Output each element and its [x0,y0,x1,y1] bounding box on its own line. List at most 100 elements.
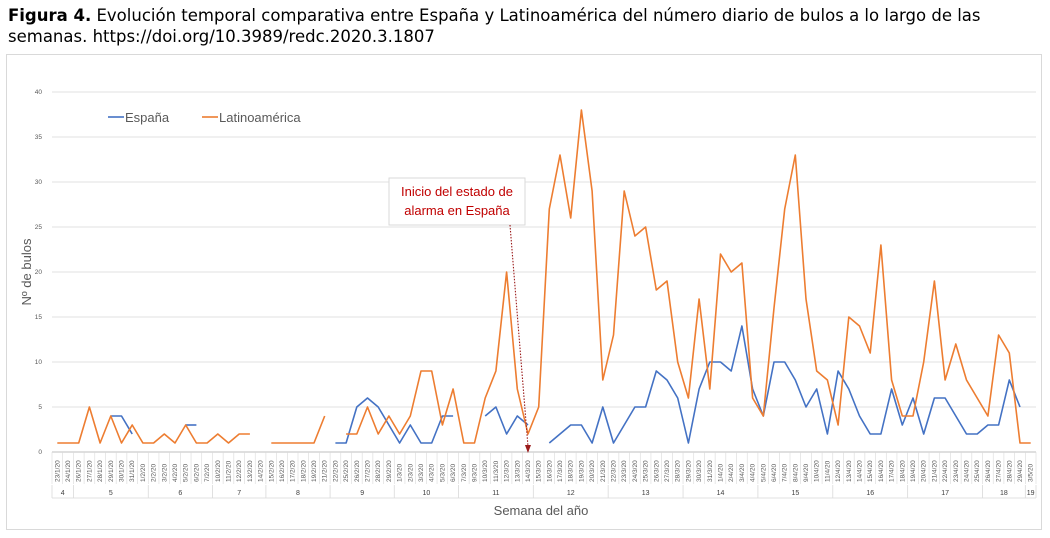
x-tick-label-33: 2/3/20 [407,464,414,482]
x-tick-label-39: 9/3/20 [471,464,478,482]
x-tick-label-15: 10/2/20 [215,460,222,482]
week-label-11: 11 [492,490,499,497]
x-tick-label-46: 16/3/20 [546,460,553,482]
y-tick-label-35: 35 [35,134,43,141]
x-tick-label-42: 12/3/20 [504,460,511,482]
x-tick-label-5: 29/1/20 [108,460,115,482]
week-label-7: 7 [237,490,241,497]
figure-caption: Figura 4. Evolución temporal comparativa… [8,5,1038,47]
x-tick-label-62: 1/4/20 [717,464,724,482]
x-tick-label-9: 2/2/20 [151,464,158,482]
x-tick-label-56: 26/3/20 [653,460,660,482]
x-tick-label-25: 21/2/20 [322,460,329,482]
x-tick-label-48: 18/3/20 [568,460,575,482]
caption-label: Figura 4. [8,6,92,25]
x-tick-label-47: 17/3/20 [557,460,564,482]
week-label-18: 18 [1000,490,1008,497]
x-tick-label-55: 25/3/20 [643,460,650,482]
week-label-16: 16 [866,490,874,497]
y-tick-label-30: 30 [35,179,43,186]
x-tick-label-3: 27/1/20 [86,460,93,482]
x-tick-label-52: 22/3/20 [611,460,618,482]
x-tick-label-85: 24/4/20 [963,460,970,482]
x-tick-label-45: 15/3/20 [536,460,543,482]
x-tick-label-81: 20/4/20 [921,460,928,482]
y-tick-label-20: 20 [35,269,43,276]
x-tick-label-10: 3/2/20 [161,464,168,482]
x-tick-label-0: 23/1/20 [54,460,61,482]
x-tick-label-31: 29/2/20 [386,460,393,482]
x-tick-label-50: 20/3/20 [589,460,596,482]
week-label-13: 13 [642,490,650,497]
x-tick-label-66: 5/4/20 [760,464,767,482]
x-tick-label-8: 1/2/20 [140,464,147,482]
x-tick-label-67: 6/4/20 [771,464,778,482]
x-tick-label-61: 31/3/20 [707,460,714,482]
series-line-0-segment-0 [110,415,133,435]
x-tick-label-65: 4/4/20 [750,464,757,482]
x-tick-label-54: 24/3/20 [632,460,639,482]
x-tick-label-37: 6/3/20 [450,464,457,482]
week-label-12: 12 [567,490,575,497]
x-tick-label-14: 7/2/20 [204,464,211,482]
x-tick-label-78: 17/4/20 [889,460,896,482]
x-tick-label-23: 18/2/20 [300,460,307,482]
x-tick-label-80: 19/4/20 [910,460,917,482]
y-tick-label-0: 0 [38,449,42,456]
x-tick-label-59: 29/3/20 [685,460,692,482]
x-tick-label-91: 3/5/20 [1028,464,1035,482]
series-line-0-segment-4 [548,325,1021,444]
y-tick-label-10: 10 [35,359,43,366]
x-tick-label-18: 13/2/20 [247,460,254,482]
y-tick-label-25: 25 [35,224,43,231]
x-tick-label-63: 2/4/20 [728,464,735,482]
annotation-arrowhead [524,445,531,453]
x-tick-label-49: 19/3/20 [578,460,585,482]
x-tick-label-13: 6/2/20 [193,464,200,482]
x-tick-label-89: 28/4/20 [1006,460,1013,482]
series-line-1-segment-2 [346,109,1031,444]
series-line-1-segment-0 [57,406,250,444]
x-tick-label-57: 27/3/20 [664,460,671,482]
y-tick-label-5: 5 [38,404,42,411]
x-tick-label-21: 16/2/20 [279,460,286,482]
x-tick-label-2: 26/1/20 [76,460,83,482]
x-tick-label-90: 29/4/20 [1017,460,1024,482]
x-tick-label-41: 11/3/20 [493,460,500,482]
series-line-0-segment-2 [335,397,454,444]
week-label-5: 5 [109,490,113,497]
x-tick-label-44: 14/3/20 [525,460,532,482]
chart-frame [6,54,1042,530]
x-tick-label-51: 21/3/20 [600,460,607,482]
y-tick-label-15: 15 [35,314,43,321]
x-tick-label-34: 3/3/20 [418,464,425,482]
week-label-17: 17 [941,490,949,497]
x-tick-label-70: 9/4/20 [803,464,810,482]
x-tick-label-20: 15/2/20 [268,460,275,482]
week-label-15: 15 [791,490,799,497]
week-label-19: 19 [1027,490,1035,497]
x-axis-title: Semana del año [494,503,589,518]
x-tick-label-35: 4/3/20 [429,464,436,482]
x-tick-label-32: 1/3/20 [397,464,404,482]
y-axis-title: Nº de bulos [19,238,34,305]
y-tick-label-40: 40 [35,89,43,96]
x-tick-label-36: 5/3/20 [439,464,446,482]
x-tick-label-29: 27/2/20 [365,460,372,482]
x-tick-label-82: 21/4/20 [931,460,938,482]
x-tick-label-16: 11/2/20 [225,460,232,482]
x-tick-label-68: 7/4/20 [782,464,789,482]
week-label-14: 14 [717,490,725,497]
x-tick-label-40: 10/3/20 [482,460,489,482]
week-label-4: 4 [61,490,65,497]
x-tick-label-72: 11/4/20 [824,460,831,482]
annotation-line-2: alarma en España [404,203,510,218]
x-tick-label-27: 25/2/20 [343,460,350,482]
legend-label-espana: España [125,110,170,125]
x-tick-label-12: 5/2/20 [183,464,190,482]
x-tick-label-38: 7/3/20 [461,464,468,482]
x-tick-label-1: 24/1/20 [65,460,72,482]
x-tick-label-22: 17/2/20 [290,460,297,482]
caption-text: Evolución temporal comparativa entre Esp… [8,6,981,46]
